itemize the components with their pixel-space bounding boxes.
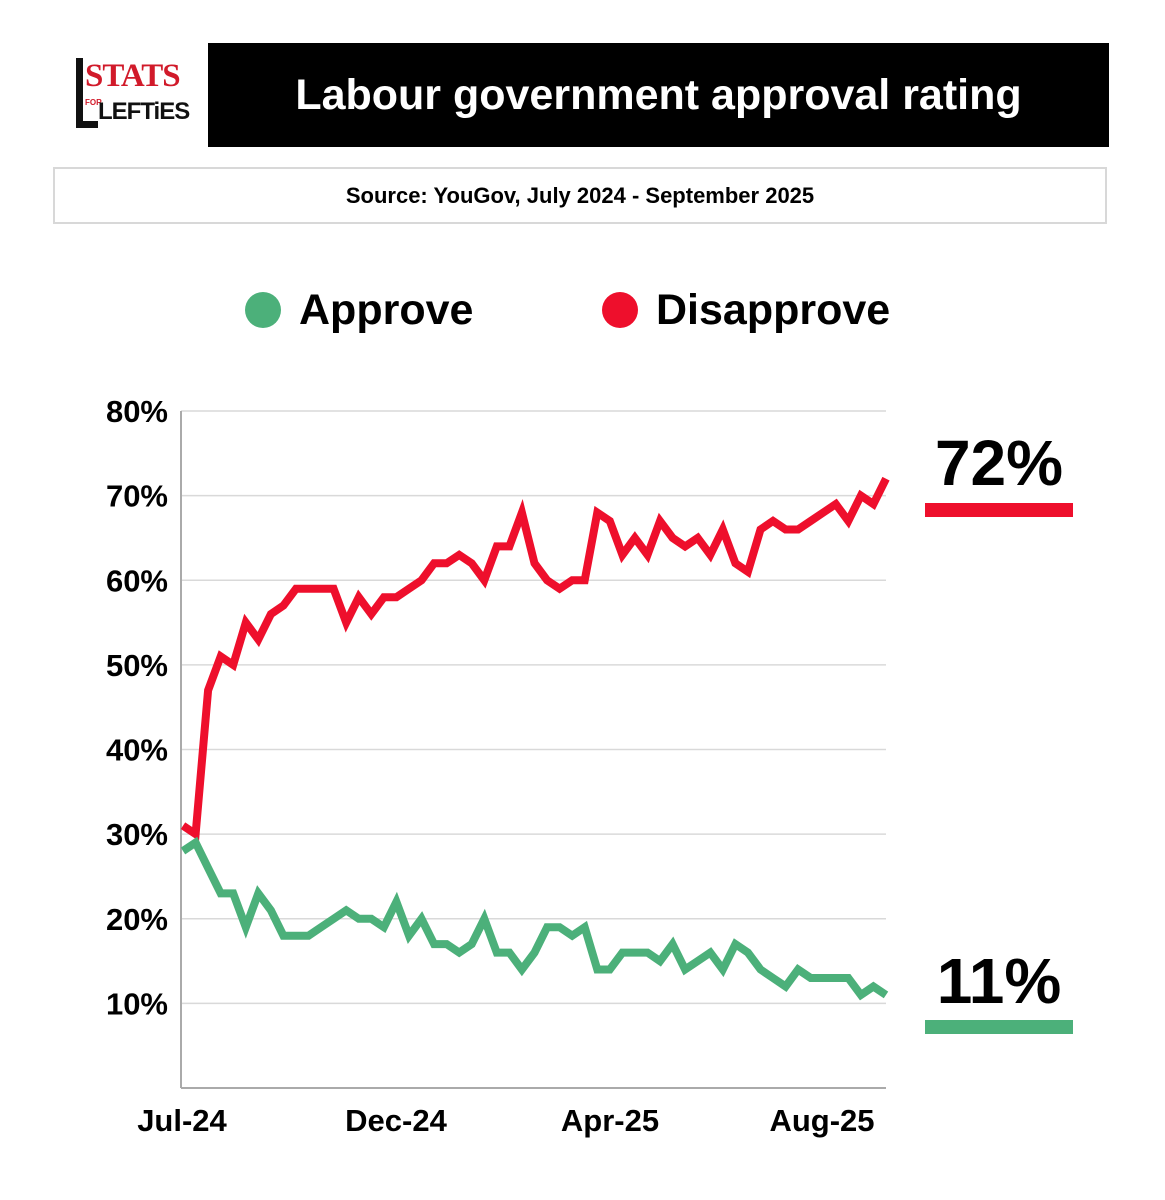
series-line-approve	[180, 836, 889, 1001]
legend: Approve Disapprove	[0, 282, 1165, 338]
x-tick-label: Apr-25	[561, 1103, 659, 1138]
logo-lefties-text: LEFTiES	[98, 98, 190, 125]
title-banner: Labour government approval rating	[208, 43, 1109, 147]
legend-item-approve: Approve	[245, 282, 473, 338]
logo-for-text: FOR	[85, 98, 102, 107]
logo-bar	[76, 58, 83, 128]
end-label-bar-disapprove	[925, 503, 1073, 517]
chart-title: Labour government approval rating	[295, 70, 1022, 119]
stats-for-lefties-logo: STATS FOR LEFTiES	[76, 58, 190, 130]
x-tick-label: Dec-24	[345, 1103, 447, 1138]
source-box: Source: YouGov, July 2024 - September 20…	[53, 167, 1107, 224]
legend-label-approve: Approve	[299, 285, 474, 334]
y-tick-label: 70%	[106, 479, 168, 514]
source-text: Source: YouGov, July 2024 - September 20…	[345, 182, 815, 208]
y-tick-label: 10%	[106, 986, 168, 1021]
y-tick-label: 30%	[106, 817, 168, 852]
y-tick-label: 60%	[106, 563, 168, 598]
series-line-disapprove	[180, 476, 890, 842]
y-tick-label: 80%	[106, 394, 168, 429]
legend-label-disapprove: Disapprove	[656, 285, 891, 334]
logo-stats-text: STATS	[85, 58, 181, 94]
logo-bar-foot	[76, 121, 98, 128]
x-tick-label: Aug-25	[769, 1103, 874, 1138]
y-tick-label: 50%	[106, 648, 168, 683]
x-tick-label: Jul-24	[137, 1103, 227, 1138]
y-tick-label: 20%	[106, 902, 168, 937]
legend-dot-approve	[245, 292, 281, 328]
end-label-approve: 11%	[937, 945, 1062, 1017]
legend-item-disapprove: Disapprove	[602, 282, 890, 338]
y-tick-label: 40%	[106, 733, 168, 768]
end-label-bar-approve	[925, 1020, 1073, 1034]
legend-dot-disapprove	[602, 292, 638, 328]
end-label-disapprove: 72%	[935, 427, 1063, 499]
